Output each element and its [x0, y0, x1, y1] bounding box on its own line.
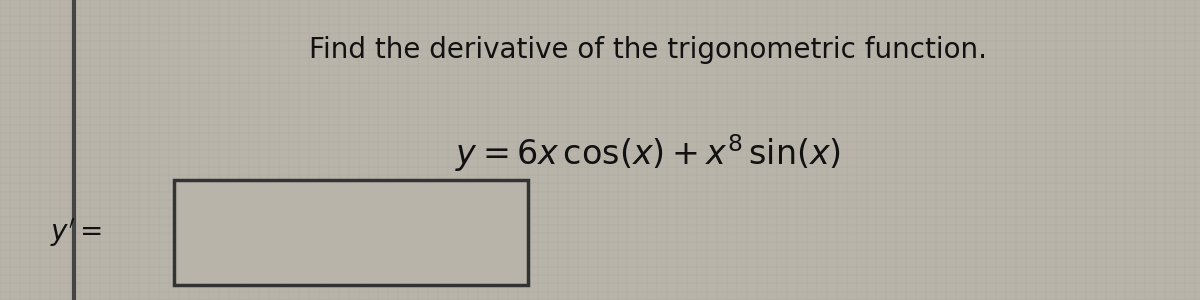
- Text: $y = 6x\,\cos(x) + x^{8}\,\sin(x)$: $y = 6x\,\cos(x) + x^{8}\,\sin(x)$: [455, 132, 841, 174]
- FancyBboxPatch shape: [174, 180, 528, 285]
- Text: Find the derivative of the trigonometric function.: Find the derivative of the trigonometric…: [310, 36, 986, 64]
- Text: $y' =$: $y' =$: [49, 216, 102, 249]
